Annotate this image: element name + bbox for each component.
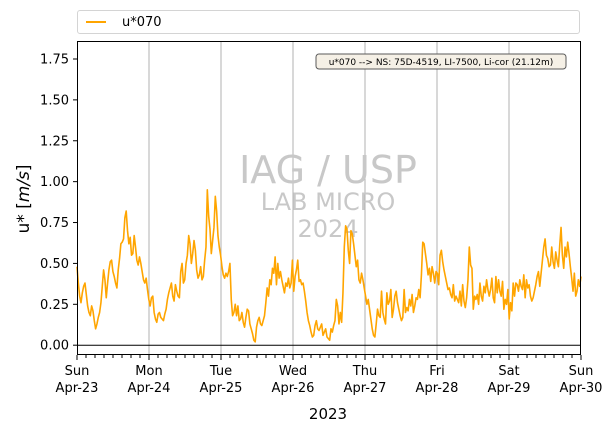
- y-axis-title-close: ]: [14, 164, 34, 171]
- y-tick-label: 1.00: [40, 175, 69, 190]
- y-tick-label: 0.25: [40, 298, 69, 313]
- x-axis: Sun Apr-23 Mon Apr-24 Tue Apr-25 Wed Apr-26 Thu A…: [56, 355, 603, 396]
- watermark: IAG / USP LAB MICRO 2024: [239, 148, 417, 243]
- series-line-u070: [76, 189, 582, 343]
- annotation-text: u*070 --> NS: 75D-4519, LI-7500, Li-cor …: [329, 58, 554, 68]
- x-tick-label-day: Sat: [498, 364, 519, 379]
- x-tick-label-date: Apr-23: [56, 381, 99, 396]
- watermark-line-1: IAG / USP: [239, 148, 417, 192]
- x-tick-label-date: Apr-25: [200, 381, 243, 396]
- watermark-line-2: LAB MICRO: [261, 188, 396, 216]
- legend-label-u070: u*070: [122, 15, 162, 30]
- x-tick-label-date: Apr-24: [128, 381, 171, 396]
- watermark-line-3: 2024: [297, 215, 358, 243]
- x-tick-label-day: Tue: [209, 364, 232, 379]
- y-tick-label: 1.50: [40, 93, 69, 108]
- y-tick-label: 0.00: [40, 339, 69, 354]
- x-tick-label-date: Apr-30: [560, 381, 603, 396]
- x-tick-label-date: Apr-26: [272, 381, 315, 396]
- y-axis: 0.00 0.25 0.50 0.75 1.00 1.25 1.50 1.75: [40, 52, 77, 354]
- y-axis-title-main: u* [: [14, 202, 34, 233]
- x-axis-title: 2023: [309, 405, 347, 423]
- x-tick-label-date: Apr-27: [344, 381, 387, 396]
- y-axis-title-unit: m/s: [14, 171, 34, 202]
- x-tick-label-day: Sun: [569, 364, 594, 379]
- y-axis-title: u* [m/s]: [14, 164, 34, 233]
- series-layer: [76, 189, 582, 343]
- x-tick-label-date: Apr-28: [416, 381, 459, 396]
- legend-swatch-u070: [86, 21, 106, 23]
- annotation-box: u*070 --> NS: 75D-4519, LI-7500, Li-cor …: [315, 53, 567, 70]
- x-tick-label-date: Apr-29: [488, 381, 531, 396]
- plot-frame: [77, 41, 581, 355]
- x-tick-label-day: Sun: [65, 364, 90, 379]
- y-tick-label: 1.25: [40, 134, 69, 149]
- y-tick-label: 0.50: [40, 257, 69, 272]
- x-tick-label-day: Fri: [429, 364, 445, 379]
- x-tick-label-day: Wed: [279, 364, 307, 379]
- y-tick-label: 1.75: [40, 52, 69, 67]
- y-tick-label: 0.75: [40, 216, 69, 231]
- legend: u*070: [77, 10, 580, 34]
- x-tick-label-day: Thu: [352, 364, 377, 379]
- x-tick-label-day: Mon: [135, 364, 162, 379]
